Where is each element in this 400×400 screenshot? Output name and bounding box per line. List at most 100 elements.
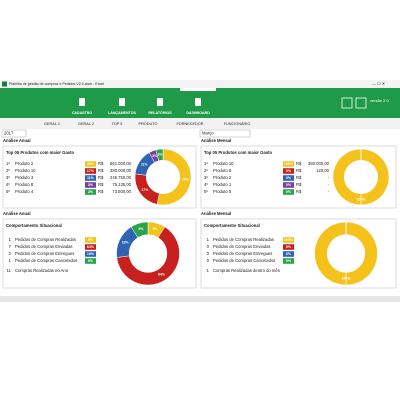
status-bar	[0, 296, 400, 302]
currency: R$	[296, 182, 302, 187]
count: 1	[9, 258, 12, 263]
donut-slice	[156, 148, 192, 206]
nav-label[interactable]: DASHBOARD	[186, 111, 210, 115]
donut-slice	[155, 148, 164, 162]
currency: R$	[98, 168, 104, 173]
share-label: 9%	[88, 238, 94, 242]
share-badge	[283, 161, 294, 167]
tab[interactable]: GERAL 2	[78, 122, 94, 126]
slice-label: 9%	[153, 227, 158, 231]
month-select[interactable]	[199, 129, 251, 138]
share-label: 0%	[286, 176, 292, 180]
nav-icon[interactable]	[195, 98, 201, 106]
rank: 1º	[204, 161, 208, 166]
share-label: 39%	[87, 162, 95, 166]
share-label: 100%	[284, 238, 294, 242]
card-title: Top 05 Produtos com maior Gasto	[6, 150, 75, 155]
amount: 120,00	[316, 168, 329, 173]
icon-resize[interactable]	[341, 97, 353, 109]
tab[interactable]: FUNCIONÁRIO	[224, 122, 251, 126]
nav-label[interactable]: LANÇAMENTOS	[108, 111, 136, 115]
section-label: Análise Anual	[3, 211, 31, 216]
window-controls[interactable]: — ☐ ✕	[372, 81, 385, 86]
slice-label: 17%	[141, 188, 148, 192]
row-name: Pedidos de Compras Enviadas	[213, 244, 271, 249]
row-name: Produto 8	[15, 182, 34, 187]
row-name: Produto 3	[15, 175, 34, 180]
currency: R$	[296, 175, 302, 180]
count: 7	[9, 244, 12, 249]
row-name: Pedidos de Compras Cancelados	[213, 258, 275, 263]
tab[interactable]: GERAL 1	[44, 122, 60, 126]
row-name: Pedidos de Compras Realizadas	[213, 237, 274, 242]
version: versão 2.0	[370, 98, 389, 103]
share-badge	[85, 175, 96, 181]
amount: 245.750,00	[110, 175, 132, 180]
count: 1	[207, 237, 210, 242]
currency: R$	[98, 161, 104, 166]
year-value: 2017	[4, 131, 14, 136]
amount: 73.500,00	[112, 189, 131, 194]
amount: -	[328, 182, 330, 187]
currency: R$	[296, 189, 302, 194]
share-badge	[283, 182, 294, 188]
rank: 5º	[6, 189, 10, 194]
share-badge	[85, 168, 96, 174]
slice-label: 3%	[158, 153, 163, 157]
rank: 5º	[204, 189, 208, 194]
count: 0	[207, 251, 210, 256]
icon-close[interactable]	[355, 97, 367, 109]
slice-label: 11%	[141, 163, 148, 167]
row-name: Pedidos de Compras Cancelados	[15, 258, 77, 263]
slice-label: 9%	[139, 227, 144, 231]
share-badge	[283, 258, 294, 264]
share-badge	[283, 175, 294, 181]
year-select[interactable]	[1, 129, 27, 138]
row-name: Produto 2	[15, 161, 34, 166]
nav-label[interactable]: RELATÓRIOS	[148, 110, 172, 115]
share-badge	[85, 237, 96, 243]
row-name: Produto 10	[213, 161, 234, 166]
total-label: Compras Realizadas no Ano	[15, 268, 69, 273]
nav-icon[interactable]	[119, 98, 125, 106]
title-bar	[0, 80, 400, 88]
row-name: Produto 10	[15, 168, 36, 173]
tab[interactable]: TOP 5	[112, 122, 123, 126]
share-label: 0%	[286, 259, 292, 263]
currency: R$	[296, 161, 302, 166]
row-name: Produto 4	[15, 189, 34, 194]
donut-slice	[116, 226, 180, 286]
tab[interactable]: PRODUTO	[139, 122, 158, 126]
nav-icon[interactable]	[157, 98, 163, 106]
row-name: Produto 5	[213, 189, 232, 194]
count: 1	[9, 237, 12, 242]
donut-slice	[130, 221, 149, 238]
row-name: Pedidos de Compras Realizadas	[15, 237, 76, 242]
total-count: 1	[207, 268, 210, 273]
row-name: Produto 2	[213, 175, 232, 180]
currency: R$	[98, 189, 104, 194]
share-label: 3%	[88, 183, 94, 187]
share-label: 0%	[286, 190, 292, 194]
share-label: 11%	[87, 176, 95, 180]
row-name: Pedidos de Compras Entregues	[213, 251, 272, 256]
share-label: 64%	[87, 245, 95, 249]
count: 2	[9, 251, 12, 256]
share-label: 17%	[87, 169, 95, 173]
tab[interactable]: FORNECEDOR	[176, 122, 203, 126]
share-badge	[283, 237, 294, 243]
card-title: Top 05 Produtos com maior Gasto	[204, 150, 273, 155]
nav-icon[interactable]	[79, 98, 85, 106]
row-name: Pedidos de Compras Entregues	[15, 251, 74, 256]
card-title: Comportamento Situacional	[204, 223, 260, 228]
share-badge	[85, 244, 96, 250]
rank: 1º	[6, 161, 10, 166]
nav-label[interactable]: CADASTRO	[72, 111, 93, 115]
share-badge	[283, 251, 294, 257]
share-label: 0%	[286, 169, 292, 173]
amount: -	[328, 189, 330, 194]
share-badge	[85, 189, 96, 195]
amount: 75.135,00	[112, 182, 131, 187]
currency: R$	[98, 182, 104, 187]
